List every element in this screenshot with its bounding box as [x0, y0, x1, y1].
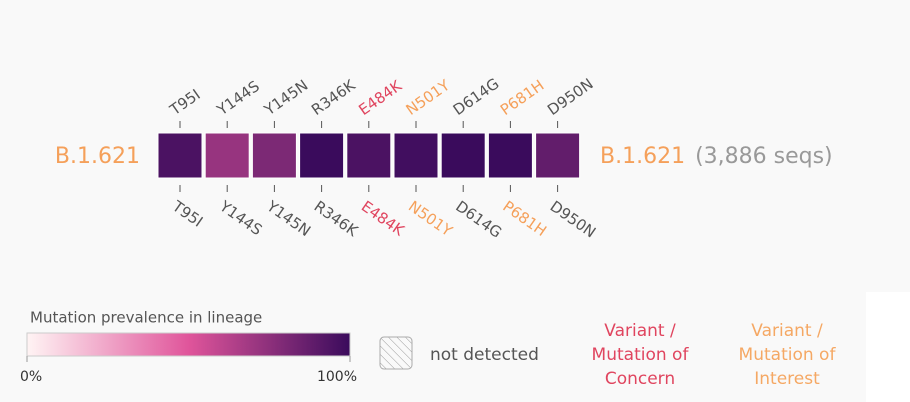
- lineage-label: B.1.621 (3,886 seqs): [600, 144, 833, 169]
- color-tick-label: 0%: [20, 369, 42, 385]
- heatmap-cell: [204, 132, 250, 179]
- heatmap-cell: [393, 132, 439, 179]
- concern-label: Concern: [605, 369, 675, 389]
- heatmap-cell: [251, 132, 297, 179]
- heatmap-cell: [535, 132, 581, 179]
- color-tick-label: 100%: [317, 369, 357, 385]
- concern-label: Variant /: [604, 321, 676, 341]
- heatmap-cell: [440, 132, 486, 179]
- lineage-name: B.1.621: [600, 144, 685, 169]
- heatmap-cell: [346, 132, 392, 179]
- interest-label: Variant /: [751, 321, 823, 341]
- legend-title: Mutation prevalence in lineage: [30, 309, 262, 327]
- interest-label: Mutation of: [739, 345, 837, 365]
- heatmap-cell: [157, 132, 203, 179]
- not-detected-label: not detected: [430, 345, 539, 365]
- background-corner: [866, 292, 910, 402]
- interest-label: Interest: [754, 369, 820, 389]
- heatmap-cell: [299, 132, 345, 179]
- not-detected-swatch: [379, 336, 413, 370]
- color-bar: [26, 332, 351, 357]
- seq-count: (3,886 seqs): [695, 144, 833, 169]
- lineage-label: B.1.621: [55, 144, 140, 169]
- concern-label: Mutation of: [592, 345, 690, 365]
- heatmap-cell: [487, 132, 533, 179]
